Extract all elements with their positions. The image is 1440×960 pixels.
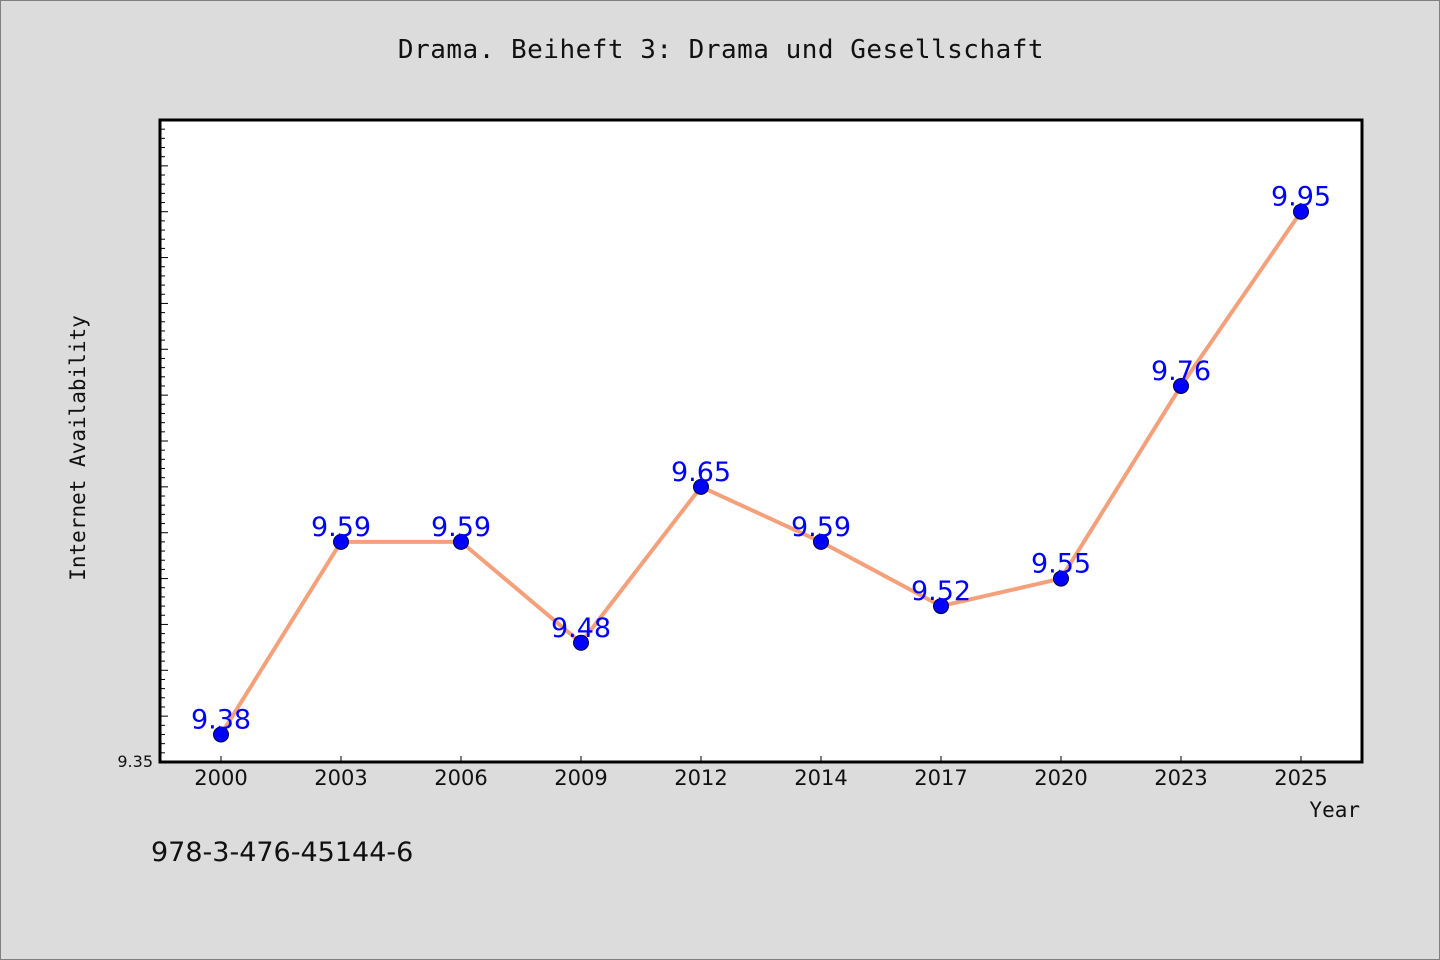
data-label: 9.76 xyxy=(1151,356,1211,387)
data-point xyxy=(1053,570,1069,587)
chart-title: Drama. Beiheft 3: Drama und Gesellschaft xyxy=(397,35,1045,65)
data-label: 9.48 xyxy=(551,613,611,644)
x-axis-label: Year xyxy=(1309,798,1360,822)
x-tick-label: 2000 xyxy=(194,766,247,790)
y-axis-ticks xyxy=(160,119,168,754)
x-tick-label: 2025 xyxy=(1274,766,1327,790)
data-point xyxy=(933,598,949,615)
data-label: 9.38 xyxy=(191,704,251,735)
data-point xyxy=(573,634,589,651)
x-tick-label: 2014 xyxy=(794,766,847,790)
y-axis-label: Internet Availability xyxy=(66,315,90,581)
x-axis-ticks: 2000 2003 2006 2009 2012 2014 2017 2020 2023 2025 xyxy=(194,756,1328,790)
data-labels: 9.38 9.59 9.59 9.48 9.65 9.59 9.52 9.55 9.76 9.95 xyxy=(191,182,1331,736)
x-tick-label: 2012 xyxy=(674,766,727,790)
data-label: 9.95 xyxy=(1271,182,1331,213)
series-markers xyxy=(213,203,1309,743)
data-label: 9.65 xyxy=(671,457,731,488)
data-label: 9.59 xyxy=(431,512,491,543)
x-tick-label: 2003 xyxy=(314,766,367,790)
data-point xyxy=(813,533,829,550)
data-point xyxy=(453,533,469,550)
x-tick-label: 2009 xyxy=(554,766,607,790)
data-point xyxy=(333,533,349,550)
plot-area xyxy=(158,118,1364,764)
data-label: 9.59 xyxy=(311,512,371,543)
isbn-text: 978-3-476-45144-6 xyxy=(151,837,414,868)
series-line xyxy=(219,210,1303,736)
y-tick-label: 9.35 xyxy=(117,752,153,771)
x-tick-label: 2017 xyxy=(914,766,967,790)
data-point xyxy=(693,478,709,495)
x-tick-label: 2023 xyxy=(1154,766,1207,790)
data-label: 9.55 xyxy=(1031,549,1091,580)
x-tick-label: 2006 xyxy=(434,766,487,790)
data-label: 9.52 xyxy=(911,576,971,607)
data-label: 9.59 xyxy=(791,512,851,543)
y-axis-tick-labels: 9.35 xyxy=(117,752,153,771)
data-point xyxy=(1293,203,1309,220)
x-tick-label: 2020 xyxy=(1034,766,1087,790)
data-point xyxy=(1173,377,1189,394)
data-point xyxy=(213,726,229,743)
